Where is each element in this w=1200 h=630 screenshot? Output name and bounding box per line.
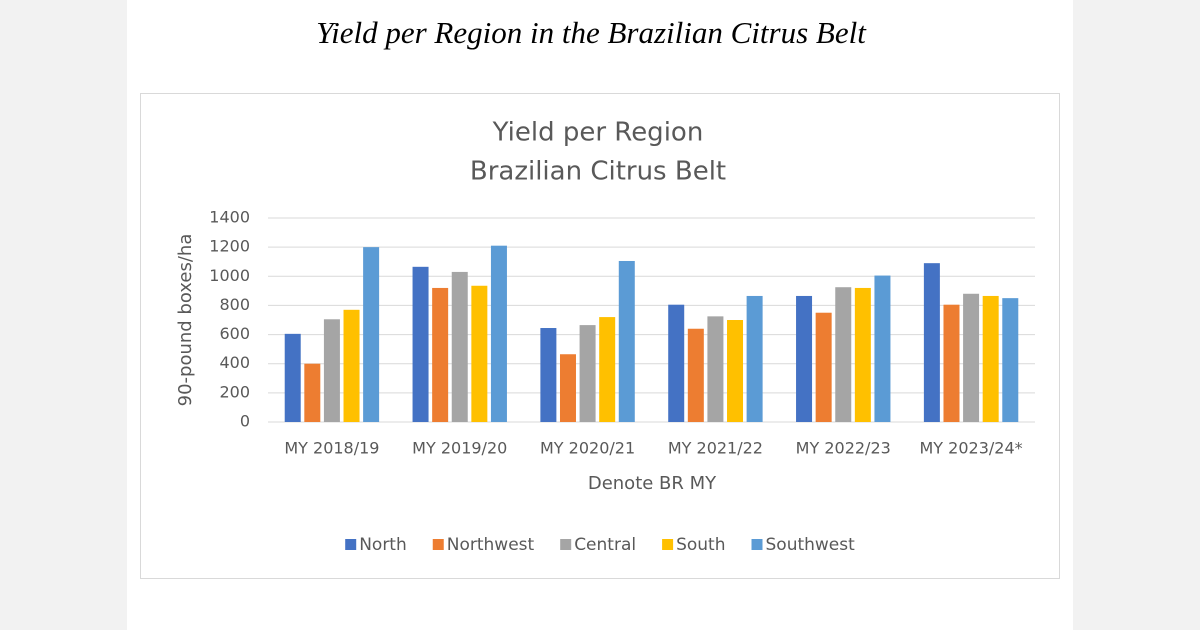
bar (668, 304, 685, 422)
bar (323, 319, 340, 422)
bar (854, 287, 871, 422)
legend-swatch (662, 539, 674, 550)
bar (796, 295, 813, 422)
bar (432, 287, 449, 422)
x-tick-label: MY 2020/21 (540, 439, 635, 458)
bar (923, 263, 940, 422)
legend-swatch (345, 539, 357, 550)
bar (343, 309, 360, 422)
y-tick-label: 1000 (209, 266, 250, 285)
bar (363, 247, 380, 422)
bar (687, 328, 704, 422)
bar (471, 285, 488, 422)
legend-label: South (676, 535, 725, 555)
x-tick-label: MY 2021/22 (668, 439, 763, 458)
y-tick-label: 1400 (209, 208, 250, 227)
bar (982, 295, 999, 422)
y-tick-label: 1200 (209, 237, 250, 256)
bar (284, 333, 301, 422)
bar (599, 317, 616, 422)
x-tick-label: MY 2018/19 (284, 439, 379, 458)
legend-swatch (751, 539, 763, 550)
bar (815, 312, 832, 422)
y-tick-label: 800 (219, 295, 250, 314)
bar (963, 293, 980, 422)
page-heading: Yield per Region in the Brazilian Citrus… (316, 15, 867, 50)
bar (1002, 298, 1019, 422)
legend-swatch (432, 539, 444, 550)
chart-title: Yield per Region (492, 118, 704, 148)
bar (727, 320, 744, 422)
bar (874, 275, 891, 422)
legend-swatch (560, 539, 572, 550)
y-axis-label: 90-pound boxes/ha (175, 234, 196, 407)
bar (746, 295, 763, 422)
bar (618, 260, 635, 422)
legend-label: Central (574, 535, 636, 555)
y-tick-label: 0 (240, 412, 250, 431)
bar (540, 328, 557, 422)
y-tick-label: 200 (219, 382, 250, 401)
y-tick-label: 400 (219, 353, 250, 372)
x-tick-label: MY 2023/24* (920, 439, 1023, 458)
legend-label: Northwest (447, 535, 535, 555)
bar (304, 363, 321, 422)
x-tick-label: MY 2022/23 (796, 439, 891, 458)
bar (451, 271, 468, 422)
bar (835, 287, 852, 422)
x-axis-label: Denote BR MY (588, 473, 717, 494)
bar (943, 304, 960, 422)
bar (579, 325, 596, 422)
chart-subtitle: Brazilian Citrus Belt (470, 157, 726, 187)
bar (490, 245, 507, 422)
x-tick-label: MY 2019/20 (412, 439, 507, 458)
bar (707, 316, 724, 422)
y-tick-label: 600 (219, 324, 250, 343)
legend-label: North (359, 535, 407, 555)
legend-label: Southwest (766, 535, 856, 555)
bar (412, 266, 429, 422)
bar (559, 354, 576, 422)
